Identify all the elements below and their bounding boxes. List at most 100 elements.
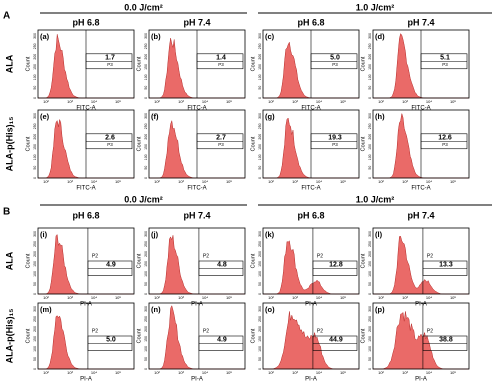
x-tick-label: 10⁵ <box>340 179 346 184</box>
plot-frame <box>372 302 470 370</box>
y-tick-label: 250 <box>33 123 37 129</box>
y-tick-label: 250 <box>33 43 37 49</box>
y-tick-label: 50 <box>33 357 37 361</box>
ph-header: pH 7.4 <box>183 210 210 220</box>
gate-percentage: 13.3 <box>439 261 453 268</box>
y-tick-label: 50 <box>368 357 372 361</box>
y-tick-label: 50 <box>258 166 262 170</box>
x-tick-label: 10⁴ <box>91 179 97 184</box>
y-tick-label: 300 <box>33 231 37 237</box>
x-tick-label: 10⁵ <box>226 370 232 375</box>
y-tick-label: 300 <box>144 306 148 312</box>
gate-label: P3 <box>332 62 338 67</box>
y-tick-label: 250 <box>258 316 262 322</box>
y-axis-title: Count <box>136 328 142 343</box>
section-label: A <box>3 11 10 22</box>
y-tick-label: 150 <box>144 336 148 342</box>
panel-letter: (k) <box>265 230 275 239</box>
x-tick-label: 10⁵ <box>450 179 456 184</box>
y-tick-label: 300 <box>258 113 262 119</box>
ph-header: pH 6.8 <box>72 17 99 27</box>
panel-letter: (g) <box>265 112 275 121</box>
y-tick-label: 50 <box>368 282 372 286</box>
x-axis-title: PI-A <box>80 302 92 308</box>
gate-label: P2 <box>203 253 209 259</box>
y-tick-label: 300 <box>368 231 372 237</box>
x-tick-label: 10³ <box>292 370 298 375</box>
y-tick-label: 100 <box>258 346 262 352</box>
x-tick-label: 10⁴ <box>202 370 208 375</box>
y-tick-label: 100 <box>144 154 148 160</box>
y-tick-label: 0 <box>368 368 372 370</box>
y-tick-label: 0 <box>368 97 372 99</box>
y-tick-label: 250 <box>144 123 148 129</box>
x-tick-label: 10² <box>268 179 274 184</box>
gate-percentage: 5.0 <box>330 54 340 61</box>
gate-percentage: 4.9 <box>217 336 227 343</box>
y-tick-label: 100 <box>33 74 37 80</box>
x-tick-label: 10² <box>378 295 384 300</box>
y-tick-label: 200 <box>33 251 37 257</box>
gate-label: P3 <box>442 142 448 147</box>
gate-label: P2 <box>427 328 433 334</box>
x-tick-label: 10⁴ <box>316 179 322 184</box>
y-tick-label: 300 <box>144 113 148 119</box>
x-tick-label: 10⁴ <box>316 370 322 375</box>
y-tick-label: 250 <box>368 43 372 49</box>
histogram <box>149 304 245 370</box>
x-tick-label: 10⁴ <box>202 295 208 300</box>
panel-letter: (m) <box>40 305 52 314</box>
x-tick-label: 10⁴ <box>91 295 97 300</box>
x-tick-label: 10³ <box>178 370 184 375</box>
x-tick-label: 10⁵ <box>340 370 346 375</box>
y-axis-title: Count <box>360 56 366 71</box>
ph-header: pH 6.8 <box>297 210 324 220</box>
x-tick-label: 10⁵ <box>450 99 456 104</box>
y-tick-label: 0 <box>144 177 148 179</box>
gate-label: P3 <box>107 62 113 67</box>
gate-percentage: 2.6 <box>105 134 115 141</box>
x-tick-label: 10⁵ <box>226 179 232 184</box>
y-tick-label: 100 <box>368 346 372 352</box>
x-tick-label: 10⁴ <box>316 295 322 300</box>
gate-label: P3 <box>107 142 113 147</box>
y-tick-label: 50 <box>258 86 262 90</box>
panel-letter: (i) <box>40 230 48 239</box>
x-axis-title: PI-A <box>305 377 317 383</box>
ph-header: pH 6.8 <box>72 210 99 220</box>
histogram <box>38 233 134 295</box>
y-tick-label: 0 <box>368 293 372 295</box>
y-tick-label: 250 <box>144 43 148 49</box>
gate-label: P3 <box>218 62 224 67</box>
x-tick-label: 10⁴ <box>91 370 97 375</box>
x-tick-label: 10⁴ <box>202 99 208 104</box>
gate-percentage: 4.8 <box>217 261 227 268</box>
x-tick-label: 10² <box>268 370 274 375</box>
y-tick-label: 50 <box>144 166 148 170</box>
y-tick-label: 150 <box>368 64 372 70</box>
histogram <box>373 311 469 370</box>
y-tick-label: 100 <box>33 346 37 352</box>
y-axis-title: Count <box>250 136 256 151</box>
y-axis-title: Count <box>136 136 142 151</box>
dose-header: 0.0 J/cm² <box>124 2 163 12</box>
gate-percentage: 12.8 <box>329 261 343 268</box>
x-tick-label: 10² <box>154 179 160 184</box>
y-axis-title: Count <box>360 136 366 151</box>
panel-letter: (c) <box>265 32 275 41</box>
y-tick-label: 0 <box>144 368 148 370</box>
x-axis-title: FITC-A <box>301 186 320 192</box>
gate-percentage: 12.6 <box>438 134 452 141</box>
gate-percentage: 44.9 <box>329 336 343 343</box>
plot-frame <box>37 227 135 295</box>
row-label: ALA-p(His)₁₅ <box>4 309 14 364</box>
histogram <box>263 311 359 370</box>
gate-percentage: 5.0 <box>106 336 116 343</box>
section-label: B <box>3 207 10 218</box>
y-axis-title: Count <box>250 56 256 71</box>
y-tick-label: 200 <box>33 54 37 60</box>
y-tick-label: 200 <box>144 326 148 332</box>
y-tick-label: 250 <box>368 123 372 129</box>
x-tick-label: 10⁵ <box>340 295 346 300</box>
